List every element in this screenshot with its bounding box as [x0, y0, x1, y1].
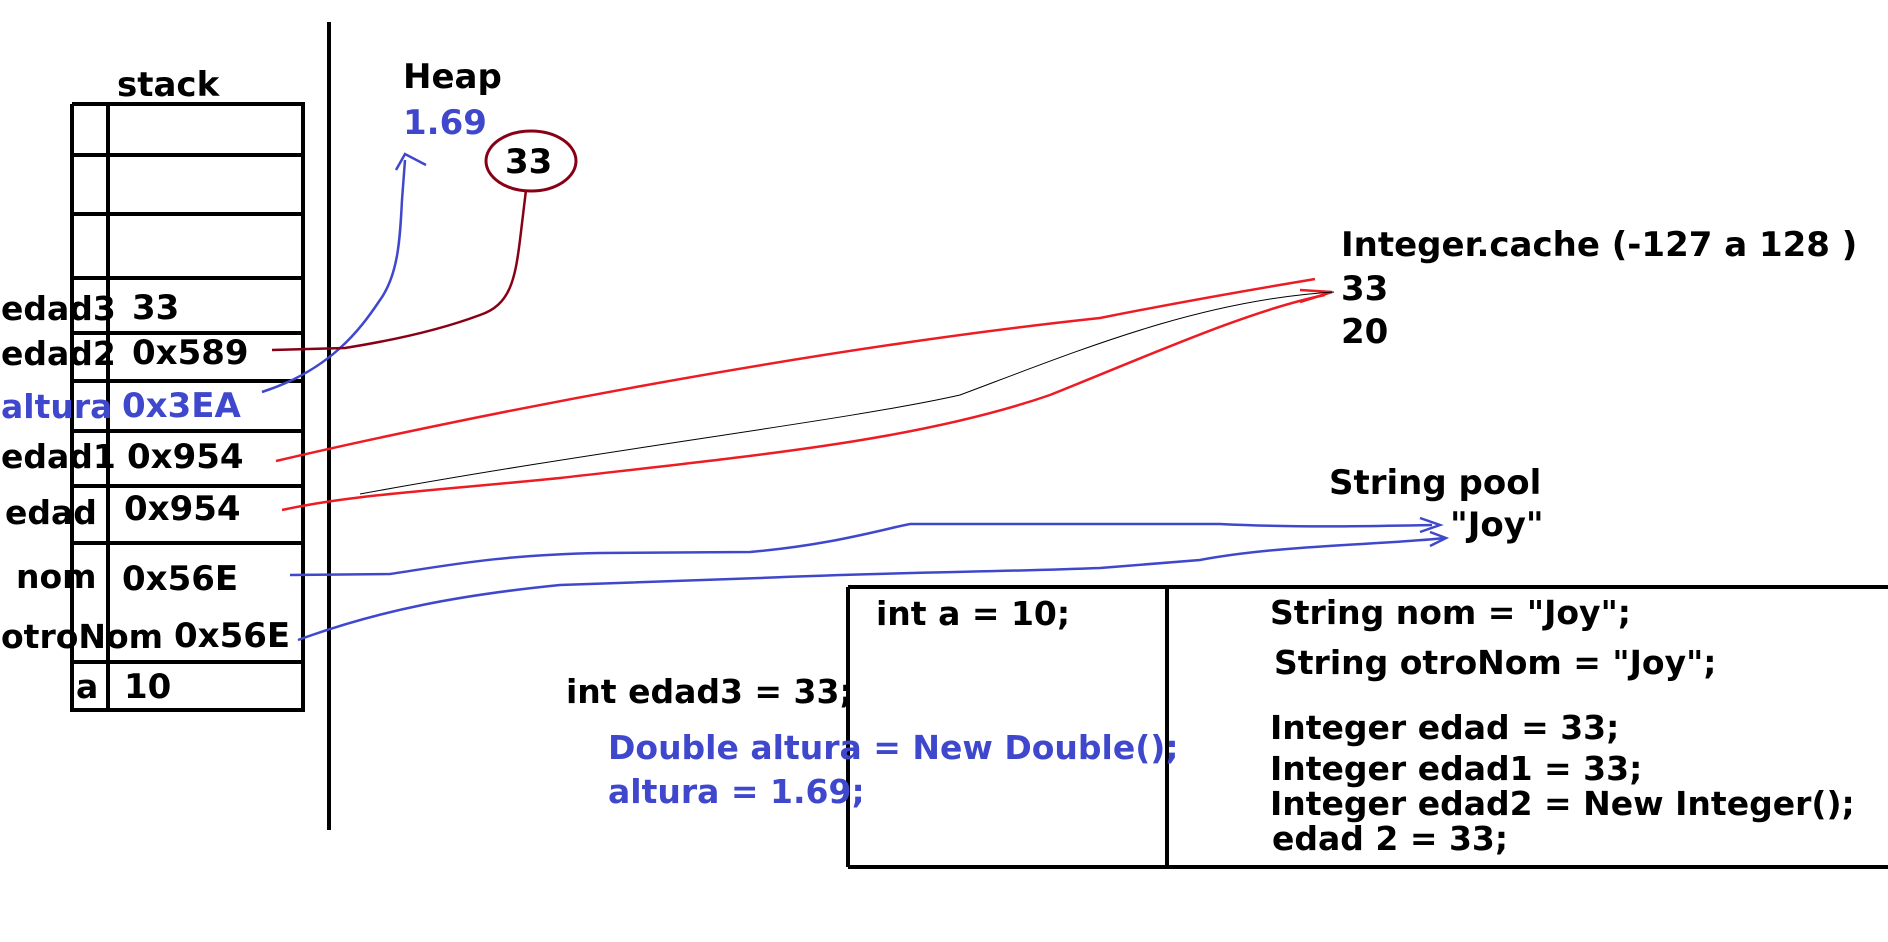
stack-row-value: 10	[124, 667, 172, 707]
stack-row-name: edad2	[1, 334, 116, 373]
code-box	[846, 585, 1888, 869]
stack-row-value: 0x56E	[174, 616, 291, 656]
stack-row-name: edad1	[1, 437, 116, 476]
heap-integer-circle	[484, 129, 578, 193]
arrow-otronom-to-pool	[297, 536, 1446, 642]
arrow-nom-to-pool	[289, 522, 1433, 577]
arrow-edad1-to-cache	[275, 277, 1316, 463]
stack-table	[70, 102, 305, 712]
stack-row-name: altura	[1, 387, 113, 426]
arrow-otronom-head	[1429, 530, 1450, 548]
integer-cache-value: 33	[1341, 269, 1389, 309]
code-line-double-altura: Double altura = New Double();	[608, 728, 1179, 767]
arrow-altura-to-heap	[261, 159, 407, 394]
integer-cache-title: Integer.cache (-127 a 128 )	[1341, 225, 1858, 265]
stack-row-name: edad3	[1, 289, 116, 328]
arrow-altura-head	[394, 152, 427, 171]
arrow-edad-head	[1299, 288, 1333, 304]
arrow-edad2-to-heap	[271, 189, 528, 352]
heap-double-value: 1.69	[403, 103, 487, 143]
stack-row-name: nom	[16, 557, 97, 596]
stack-row-name: a	[76, 667, 99, 706]
stack-row-value: 0x954	[124, 489, 241, 529]
code-line-integer-edad2: Integer edad2 = New Integer();	[1270, 784, 1855, 823]
heap-title: Heap	[403, 57, 502, 97]
stack-row-value: 0x56E	[122, 559, 239, 599]
stack-row-value: 33	[132, 288, 180, 328]
code-line-int-a: int a = 10;	[876, 594, 1071, 633]
code-line-edad2-assign: edad 2 = 33;	[1272, 819, 1509, 858]
heap-integer-value: 33	[505, 142, 553, 182]
code-line-integer-edad1: Integer edad1 = 33;	[1270, 749, 1643, 788]
code-line-int-edad3: int edad3 = 33;	[566, 672, 853, 711]
integer-cache-value: 20	[1341, 312, 1389, 352]
code-line-string-otronom: String otroNom = "Joy";	[1274, 643, 1717, 682]
arrow-thin-black	[359, 291, 1335, 495]
code-line-altura-assign: altura = 1.69;	[608, 772, 865, 811]
stack-row-value: 0x589	[132, 333, 249, 373]
stack-title: stack	[117, 65, 220, 105]
code-line-integer-edad: Integer edad = 33;	[1270, 708, 1620, 747]
string-pool-value: "Joy"	[1450, 505, 1544, 545]
stack-row-name: edad	[5, 493, 97, 532]
code-line-string-nom: String nom = "Joy";	[1270, 593, 1631, 632]
stack-row-name: otroNom	[1, 617, 164, 656]
arrow-edad-to-cache	[281, 293, 1326, 512]
stack-row-value: 0x3EA	[122, 386, 241, 426]
stack-row-value: 0x954	[127, 437, 244, 477]
string-pool-title: String pool	[1329, 463, 1542, 503]
arrow-nom-head	[1419, 516, 1444, 534]
